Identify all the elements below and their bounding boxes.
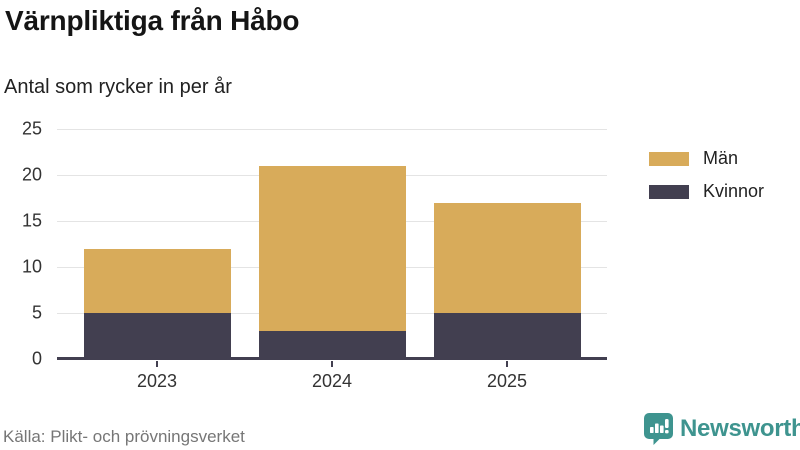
y-axis-tick-label: 0: [31, 348, 42, 369]
x-axis-tick: [506, 361, 508, 367]
legend-swatch: [649, 151, 689, 166]
legend-item-kvinnor: Kvinnor: [649, 181, 764, 202]
bar-segment-2025-kvinnor: [433, 313, 581, 359]
x-axis-label-2024: 2024: [311, 371, 353, 391]
legend-label: Kvinnor: [703, 181, 765, 201]
bar-segment-2023-kvinnor: [83, 313, 231, 359]
source-caption: Källa: Plikt- och prövningsverket: [3, 427, 245, 446]
legend-item-män: Män: [649, 148, 764, 169]
bar-segment-2025-män: [433, 202, 581, 313]
x-axis-tick: [331, 361, 333, 367]
y-axis-tick-label: 5: [31, 302, 42, 323]
legend-label: Män: [703, 148, 739, 168]
x-axis-label-2023: 2023: [136, 371, 178, 391]
chart-subtitle: Antal som rycker in per år: [4, 76, 232, 98]
brand-name: Newsworthy: [680, 415, 800, 442]
x-axis-line: [57, 357, 607, 360]
x-axis-tick: [156, 361, 158, 367]
y-axis-tick-label: 25: [21, 118, 42, 139]
bar-segment-2023-män: [83, 248, 231, 313]
y-axis-tick-label: 10: [21, 256, 42, 277]
plot-area: 0 5 10 15 20 25 2023 2024 2025: [22, 119, 607, 391]
y-axis-tick-label: 15: [21, 210, 42, 231]
chart-title: Värnpliktiga från Håbo: [5, 5, 300, 36]
brand-logo: Newsworthy: [644, 413, 800, 445]
legend: Män Kvinnor: [649, 148, 764, 202]
legend-swatch: [649, 184, 689, 199]
bar-segment-2024-kvinnor: [258, 331, 406, 359]
bar-segment-2024-män: [258, 165, 406, 332]
x-axis-label-2025: 2025: [486, 371, 528, 391]
gridline-y-25: [57, 129, 607, 130]
y-axis-tick-label: 20: [21, 164, 42, 185]
newsworthy-logo-icon: [644, 413, 673, 445]
